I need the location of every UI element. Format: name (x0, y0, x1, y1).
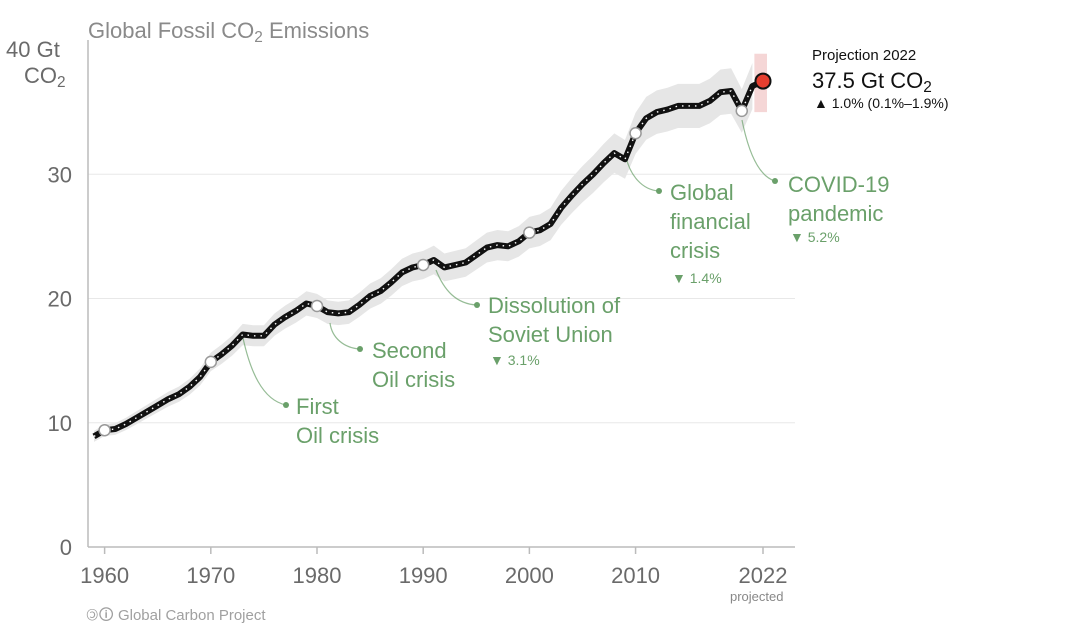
leader-financial-dot (656, 188, 662, 194)
y-tick-label: 20 (48, 287, 72, 312)
leader-covid-dot (772, 178, 778, 184)
x-tick-label: 2010 (611, 563, 660, 588)
annotation-first-oil-crisis: First Oil crisis (296, 394, 380, 448)
decade-marker (523, 226, 536, 239)
x-tick-label: 1970 (186, 563, 235, 588)
decade-marker (416, 258, 430, 272)
chart-title: Global Fossil CO2 Emissions (88, 18, 370, 46)
x-tick-label: 2000 (505, 563, 554, 588)
y-tick-label: 0 (60, 535, 72, 560)
leader-first-oil-dot (283, 402, 289, 408)
annotation-covid-pct: ▼ 5.2% (790, 229, 840, 245)
x-tick-label: 1990 (399, 563, 448, 588)
leader-second-oil (329, 322, 361, 350)
leader-financial (625, 156, 660, 192)
decade-marker (204, 355, 218, 369)
leader-first-oil (242, 337, 287, 406)
annotation-second-oil-crisis: Second Oil crisis (372, 338, 456, 392)
annotation-soviet-pct: ▼ 3.1% (490, 352, 540, 368)
projection-value: 37.5 Gt CO2 (812, 68, 932, 96)
decade-marker (98, 423, 111, 437)
emissions-line-dots (93, 85, 754, 438)
decade-marker (735, 104, 749, 118)
x-tick-label: 2022 (739, 563, 788, 588)
decade-marker (629, 126, 642, 140)
credit: 🄯🛈 Global Carbon Project (86, 607, 266, 624)
leader-second-oil-dot (357, 346, 363, 352)
leader-soviet (435, 269, 478, 306)
projection-point (754, 72, 772, 90)
annotation-soviet-union: Dissolution of Soviet Union (488, 293, 621, 347)
annotation-covid: COVID-19 pandemic (788, 172, 890, 226)
projection-label: Projection 2022 (812, 47, 917, 64)
leader-soviet-dot (474, 302, 480, 308)
leader-covid (741, 119, 776, 182)
y-unit-label: 40 Gt (6, 37, 60, 62)
projection-change: ▲ 1.0% (0.1%–1.9%) (814, 95, 949, 111)
projected-note: projected (730, 589, 784, 604)
x-tick-label: 1960 (80, 563, 129, 588)
y-tick-label: 30 (48, 162, 72, 187)
x-tick-label: 1980 (293, 563, 342, 588)
decade-marker (310, 299, 324, 313)
y-unit-label-co2: CO2 (24, 63, 66, 91)
y-tick-label: 10 (48, 411, 72, 436)
annotation-financial-pct: ▼ 1.4% (672, 270, 722, 286)
annotation-financial-crisis: Global financial crisis (670, 180, 751, 263)
uncertainty-band (94, 63, 753, 442)
